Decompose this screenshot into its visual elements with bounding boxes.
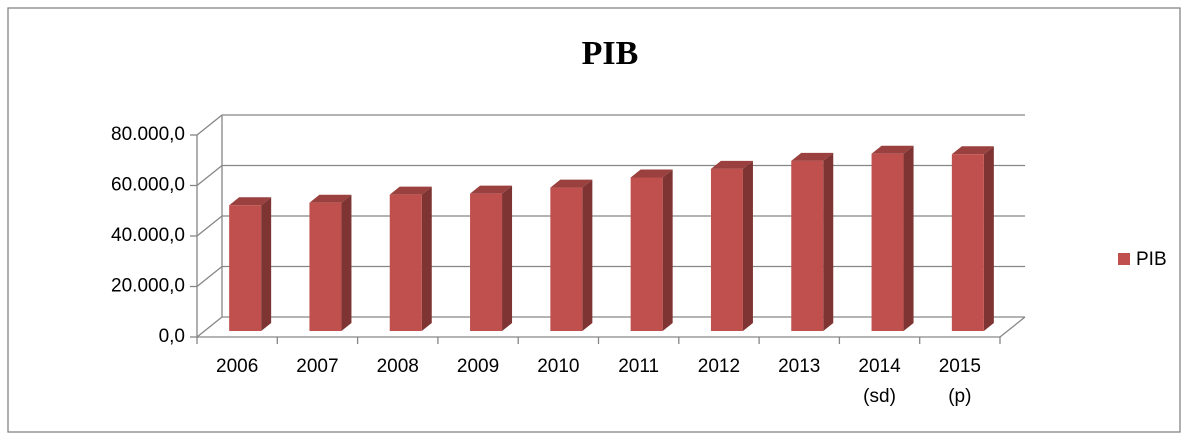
x-tick-label: 2011	[618, 356, 659, 377]
bar-group	[951, 146, 994, 331]
grid-line-side	[196, 316, 223, 338]
y-tick-label: 40.000,0	[111, 225, 185, 246]
x-tick-label-line: 2015	[939, 356, 981, 377]
bar-top	[630, 169, 673, 178]
bar-side	[662, 169, 673, 331]
bar-side	[823, 152, 834, 331]
y-tick-label: 20.000,0	[111, 276, 185, 297]
bar-top	[951, 146, 994, 155]
bar	[710, 168, 743, 331]
bar-group	[791, 152, 834, 331]
grid-line-side	[196, 164, 223, 187]
bar-group	[550, 179, 593, 331]
x-tick-label-line: (p)	[948, 386, 971, 407]
bar	[470, 193, 503, 331]
bar	[630, 177, 663, 331]
bar-side	[261, 197, 272, 331]
bar-top	[309, 194, 352, 203]
bar-side	[742, 160, 753, 331]
grid-line-side	[196, 215, 223, 237]
bar-side	[421, 186, 432, 331]
bar-group	[630, 169, 673, 331]
chart-title: PIB	[582, 35, 639, 72]
x-tick-label: 2014 (sd)	[858, 356, 901, 407]
bar-group	[710, 160, 753, 331]
bar-top	[871, 145, 914, 154]
bar	[871, 153, 904, 331]
x-tick-label-line: 2014	[858, 356, 901, 377]
y-tick-label: 60.000,0	[111, 175, 185, 196]
bar-top	[470, 185, 513, 194]
x-tick-label: 2013	[778, 356, 820, 377]
x-tick-label: 2007	[296, 356, 338, 377]
x-tick-label: 2012	[698, 356, 740, 377]
grid-line-side	[196, 265, 223, 288]
bar	[389, 194, 422, 331]
bar-top	[550, 179, 593, 188]
legend-swatch	[1118, 253, 1130, 265]
bar-group	[309, 194, 352, 331]
bar	[309, 202, 342, 331]
grid-line-side	[196, 114, 223, 136]
bar-top	[791, 152, 834, 161]
bar-side	[582, 179, 593, 331]
x-tick-label: 2006	[216, 356, 258, 377]
bar-group	[389, 186, 432, 331]
x-tick-label: 2010	[537, 356, 579, 377]
x-tick-label: 2008	[377, 356, 419, 377]
floor-right	[999, 316, 1026, 338]
bar-top	[710, 160, 753, 169]
bar	[550, 187, 583, 331]
bar-side	[341, 194, 352, 331]
x-tick-label: 2009	[457, 356, 499, 377]
legend-label: PIB	[1136, 249, 1167, 270]
bar	[229, 205, 262, 331]
bar	[791, 160, 824, 331]
x-tick-label: 2015 (p)	[939, 356, 981, 407]
bar-side	[903, 145, 914, 331]
bar-top	[389, 186, 432, 195]
y-tick-label: 80.000,0	[111, 124, 185, 145]
y-tick-label: 0,0	[159, 326, 185, 347]
bar-side	[502, 185, 513, 331]
x-tick-label-line: (sd)	[863, 386, 896, 407]
bar-group	[470, 185, 513, 331]
bar-side	[983, 146, 994, 331]
bar	[951, 154, 984, 331]
bar-group	[871, 145, 914, 331]
bar-top	[229, 197, 272, 206]
bar-group	[229, 197, 272, 331]
